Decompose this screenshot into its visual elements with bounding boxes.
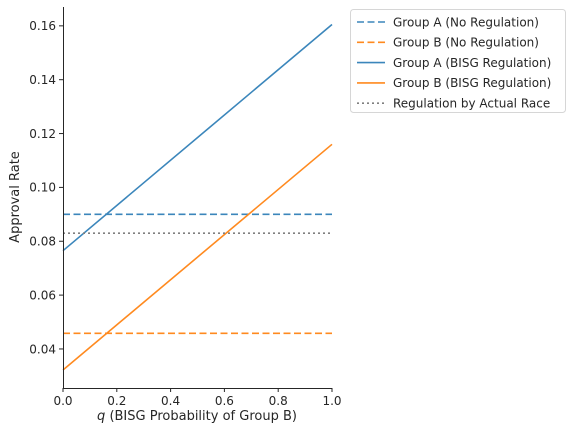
y-tick-label-2: 0.08 [29,235,56,249]
x-axis-label-variable: q [97,409,105,424]
legend-label-3: Group B (BISG Regulation) [393,76,551,90]
y-tick-label-6: 0.16 [29,19,56,33]
x-axis-label-text: (BISG Probability of Group B) [105,409,297,424]
y-tick-label-5: 0.14 [29,73,56,87]
y-tick-label-0: 0.04 [29,342,56,356]
x-tick-label-0: 0.0 [53,394,72,408]
legend-frame [350,9,566,113]
x-tick-label-5: 1.0 [322,394,341,408]
series-line-3 [62,143,333,371]
y-tick-label-1: 0.06 [29,288,56,302]
x-tick-label-4: 0.8 [269,394,288,408]
axes [63,7,332,389]
plot-lines [62,23,333,371]
legend-label-1: Group B (No Regulation) [393,36,539,50]
legend-label-2: Group A (BISG Regulation) [393,56,551,70]
series-line-2 [62,23,333,252]
x-ticks: 0.0 0.2 0.4 0.6 0.8 1.0 [53,388,342,408]
y-tick-label-4: 0.12 [29,127,56,141]
legend-label-4: Regulation by Actual Race [393,97,550,111]
y-axis-label: Approval Rate [8,151,23,243]
x-tick-label-3: 0.6 [215,394,234,408]
legend-items: Group A (No Regulation) Group B (No Regul… [357,15,551,111]
legend-label-0: Group A (No Regulation) [393,15,539,29]
y-tick-label-3: 0.10 [29,181,56,195]
x-axis-label: q (BISG Probability of Group B) [97,409,297,424]
legend: Group A (No Regulation) Group B (No Regul… [350,9,566,113]
x-tick-label-1: 0.2 [107,394,126,408]
y-ticks: 0.04 0.06 0.08 0.10 0.12 0.14 0.16 [29,19,63,356]
x-tick-label-2: 0.4 [161,394,180,408]
